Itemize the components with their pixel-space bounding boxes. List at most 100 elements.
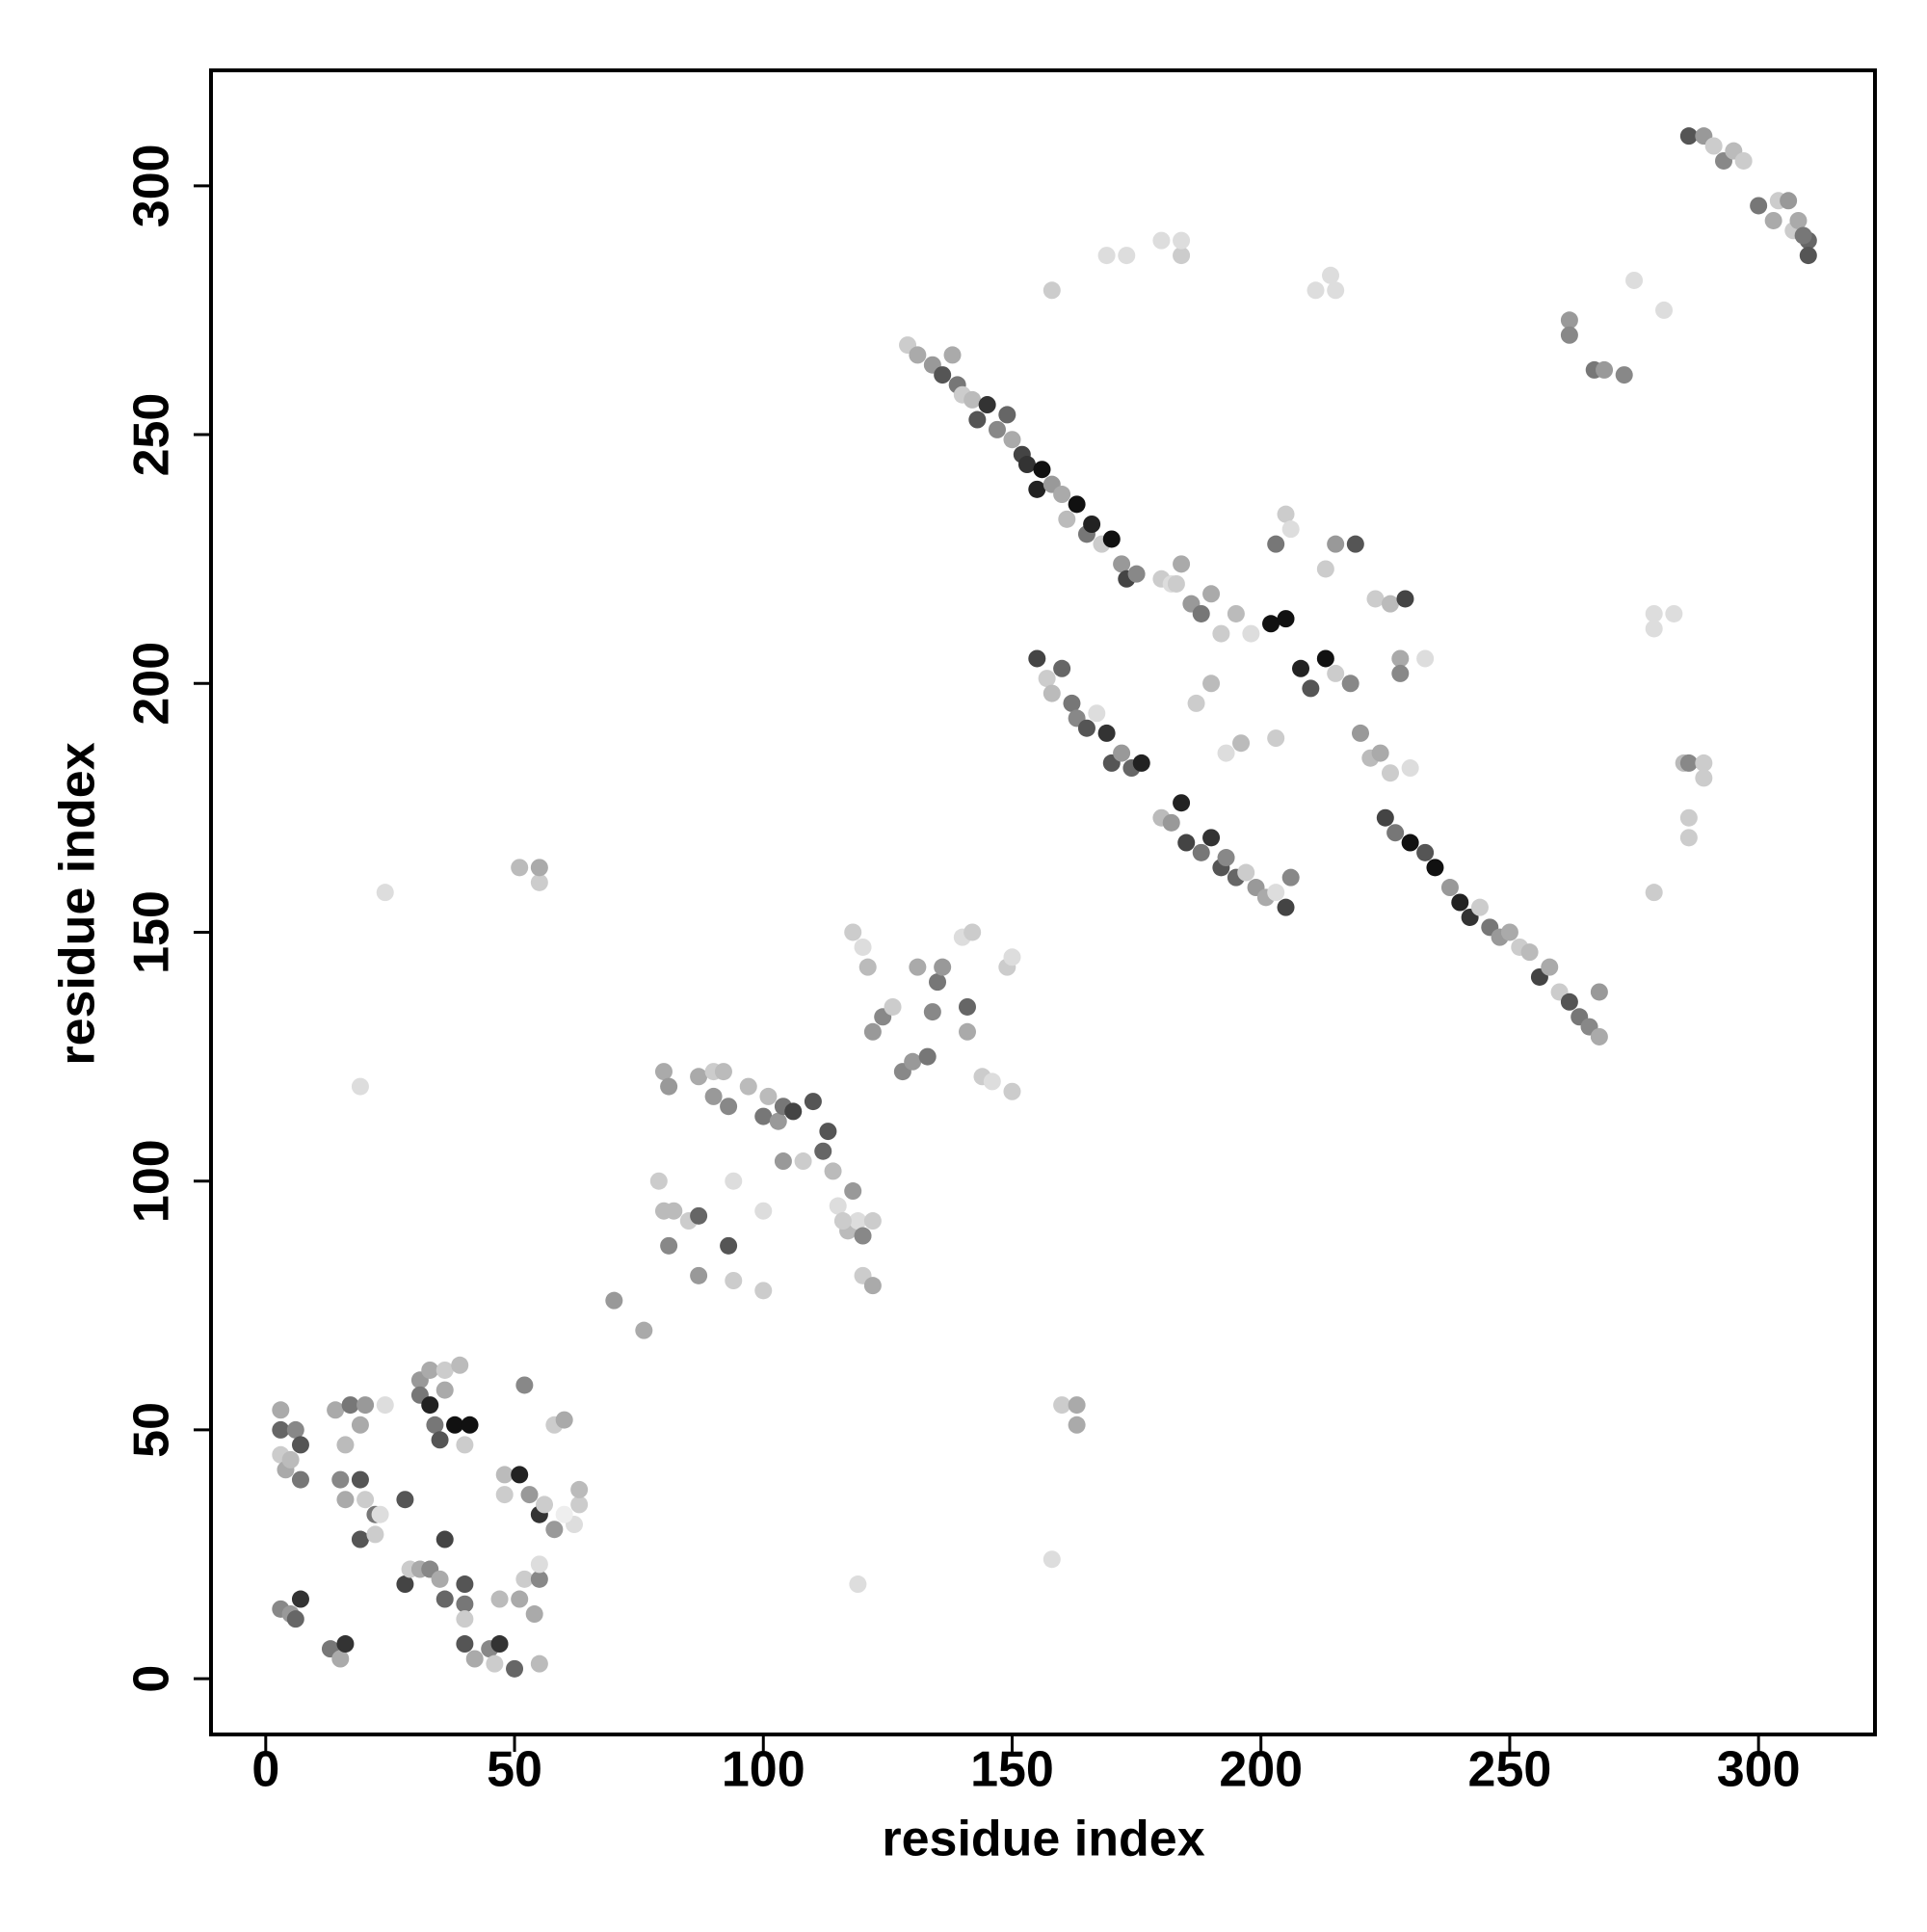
contact-point xyxy=(934,366,952,384)
contact-point xyxy=(1704,137,1723,155)
contact-point xyxy=(1327,535,1345,553)
contact-point xyxy=(336,1635,355,1654)
contact-point xyxy=(1679,829,1698,847)
contact-point xyxy=(1097,247,1116,265)
contact-point xyxy=(1242,624,1260,643)
contact-point xyxy=(1053,659,1071,677)
contact-point xyxy=(515,1570,534,1588)
contact-point xyxy=(1173,794,1191,812)
contact-point xyxy=(1237,863,1255,882)
y-tick-label: 50 xyxy=(124,1402,180,1458)
y-tick-label: 100 xyxy=(124,1139,180,1223)
contact-point xyxy=(1232,734,1251,753)
contact-point xyxy=(1177,834,1196,852)
y-tick-label: 250 xyxy=(124,393,180,477)
contact-point xyxy=(959,1022,976,1041)
contact-point xyxy=(1615,366,1633,384)
contact-point xyxy=(545,1521,564,1539)
contact-point xyxy=(1381,595,1399,613)
contact-point xyxy=(1327,664,1345,682)
contact-point xyxy=(863,1022,882,1041)
contact-point xyxy=(376,1396,394,1415)
contact-point xyxy=(1302,679,1320,698)
contact-point xyxy=(964,390,982,409)
contact-point xyxy=(1267,729,1285,748)
contact-point xyxy=(530,859,548,877)
contact-point xyxy=(934,958,952,976)
contact-point xyxy=(1381,764,1399,782)
contact-point xyxy=(725,1172,743,1190)
contact-point xyxy=(436,1530,454,1548)
contact-point xyxy=(511,1466,529,1484)
contact-point xyxy=(1316,649,1334,668)
x-tick-label: 200 xyxy=(1219,1742,1303,1798)
contact-point xyxy=(1346,535,1364,553)
contact-point xyxy=(988,420,1006,438)
contact-point xyxy=(1227,604,1245,622)
contact-point xyxy=(1560,992,1578,1011)
contact-point xyxy=(1088,704,1106,723)
contact-point xyxy=(1118,247,1136,265)
contact-point xyxy=(1277,898,1295,916)
contact-point xyxy=(720,1098,738,1116)
contact-point xyxy=(1068,1416,1086,1434)
contact-point xyxy=(1451,893,1469,912)
contact-point xyxy=(844,923,862,941)
contact-point xyxy=(1097,724,1116,742)
y-axis-title: residue index xyxy=(50,742,106,1065)
contact-point xyxy=(1665,604,1683,622)
contact-point xyxy=(754,1107,773,1125)
contact-point xyxy=(286,1610,304,1628)
contact-point xyxy=(605,1291,623,1310)
contact-point xyxy=(1077,719,1095,737)
contact-point xyxy=(456,1635,474,1654)
contact-point xyxy=(635,1321,653,1339)
contact-point xyxy=(794,1152,812,1171)
contact-point xyxy=(884,997,902,1016)
contact-point xyxy=(272,1401,290,1419)
contact-point xyxy=(1003,431,1021,449)
contact-point xyxy=(858,958,877,976)
contact-point xyxy=(336,1491,355,1509)
contact-point xyxy=(436,1361,454,1379)
contact-point xyxy=(1780,192,1798,210)
contact-point xyxy=(431,1431,449,1449)
contact-point xyxy=(436,1590,454,1608)
contact-point xyxy=(918,1047,937,1066)
x-tick-label: 50 xyxy=(487,1742,542,1798)
contact-point xyxy=(1217,744,1235,762)
contact-point xyxy=(490,1590,509,1608)
contact-point xyxy=(1655,301,1674,319)
contact-point xyxy=(446,1416,464,1434)
contact-point xyxy=(336,1436,355,1454)
contact-point xyxy=(665,1202,683,1220)
contact-point xyxy=(844,1182,862,1201)
contact-point xyxy=(1063,694,1081,712)
contact-point xyxy=(1679,808,1698,827)
contact-point xyxy=(1127,565,1146,583)
contact-point xyxy=(754,1282,773,1300)
contact-point xyxy=(759,1087,778,1105)
contact-point xyxy=(1560,326,1578,344)
contact-point xyxy=(351,1416,369,1434)
contact-point xyxy=(923,1003,941,1021)
contact-point xyxy=(854,1227,872,1245)
contact-point xyxy=(396,1575,414,1594)
contact-point xyxy=(1053,1396,1071,1415)
contact-point xyxy=(1053,486,1071,504)
contact-point xyxy=(1068,495,1086,514)
contact-point xyxy=(649,1172,668,1190)
contact-point xyxy=(511,1590,529,1608)
contact-point xyxy=(506,1659,524,1678)
contact-point xyxy=(1695,754,1713,772)
contact-point xyxy=(849,1575,867,1594)
contact-point xyxy=(515,1376,534,1394)
contact-point xyxy=(486,1654,504,1673)
contact-point xyxy=(1058,510,1076,528)
contact-point xyxy=(1645,604,1663,622)
contact-point xyxy=(959,997,976,1016)
contact-point xyxy=(511,859,529,877)
contact-point xyxy=(495,1486,514,1504)
contact-point xyxy=(1162,813,1180,832)
